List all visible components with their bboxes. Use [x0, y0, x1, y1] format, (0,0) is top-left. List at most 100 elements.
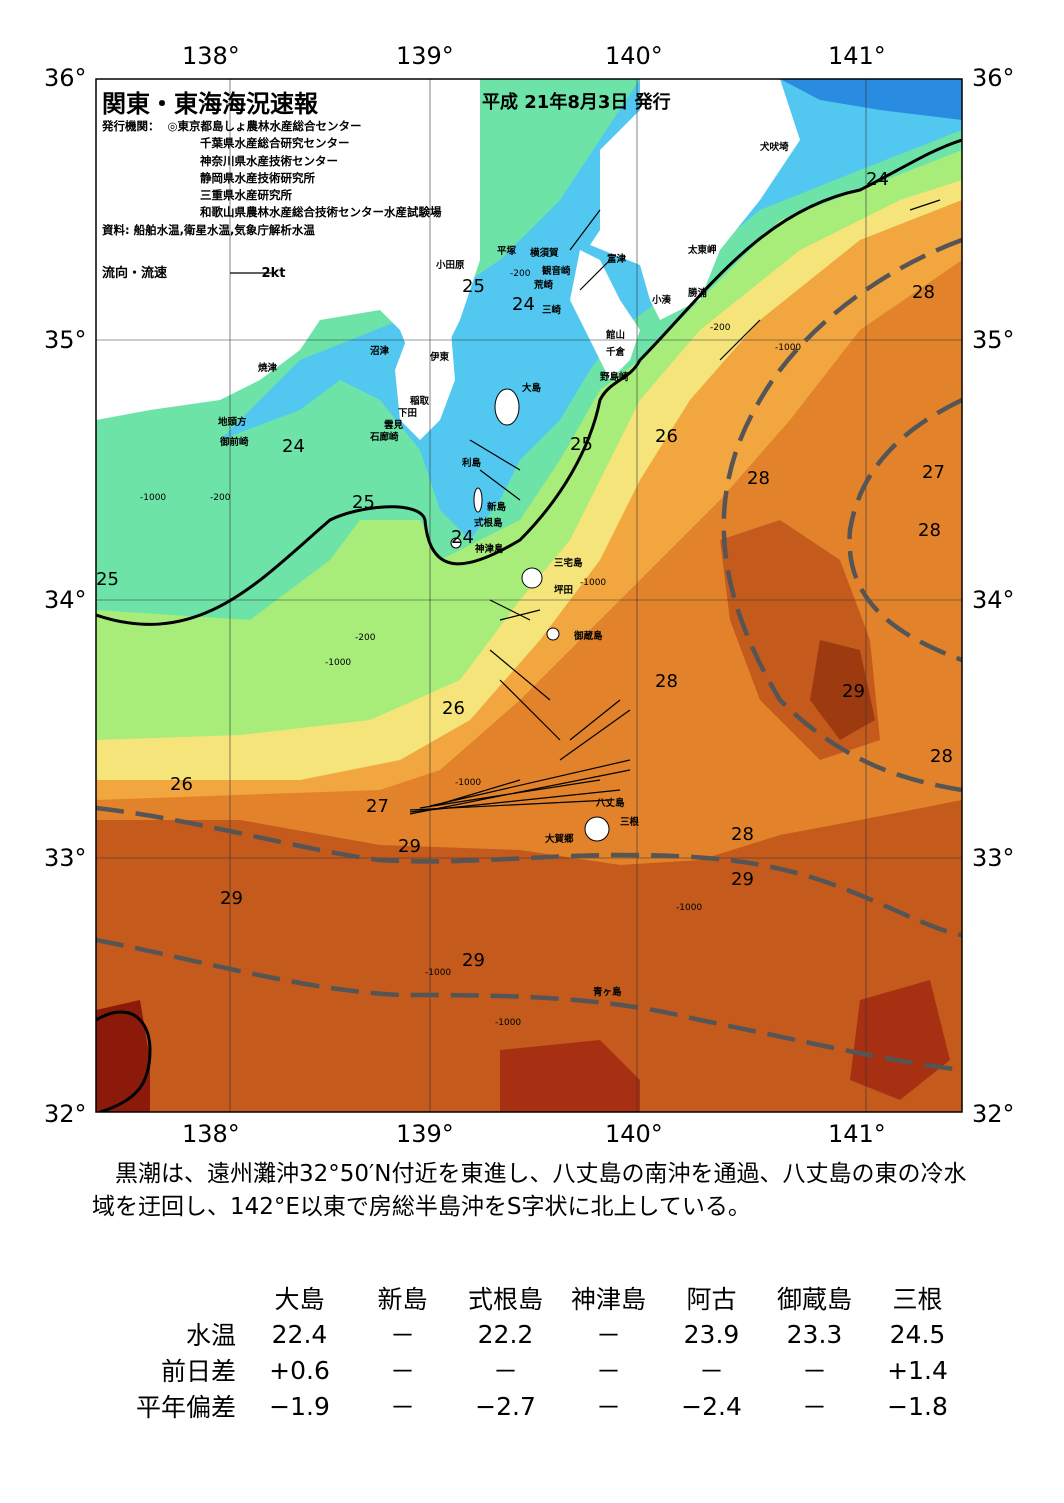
sst-cold-area [780, 79, 962, 120]
lat-label-left: 34° [44, 586, 87, 614]
column-header: 神津島 [570, 1285, 646, 1314]
table-cell: － [595, 1357, 621, 1386]
table-cell: － [698, 1357, 724, 1386]
island-kozu [450, 537, 462, 549]
page-title: 関東・東海海況速報 [102, 90, 318, 118]
lon-label-top: 141° [828, 42, 886, 70]
isotherm-label: 29 [731, 869, 754, 890]
isotherm-label: 26 [655, 426, 678, 447]
row-header: 水温 [185, 1321, 236, 1350]
issuer-name: 神奈川県水産技術センター [200, 153, 338, 168]
place-name: 神津島 [475, 543, 504, 555]
isotherm-label: 26 [170, 774, 193, 795]
isotherm-label: 28 [930, 746, 953, 767]
land-izu [395, 300, 455, 440]
description-text: 黒潮は、遠州灘沖32°50′N付近を東進し、八丈島の南沖を通過、八丈島の東の冷水… [92, 1161, 967, 1220]
table-cell: － [801, 1393, 827, 1422]
lon-label-bottom: 140° [605, 1120, 663, 1148]
place-name: 御蔵島 [573, 630, 603, 642]
isotherm-label: 25 [96, 569, 119, 590]
depth-label: -200 [210, 493, 231, 503]
table-cell: － [389, 1393, 415, 1422]
lat-label-left: 36° [44, 64, 87, 92]
column-header: 阿古 [686, 1285, 737, 1314]
current-legend: 流向・流速 2kt [102, 262, 285, 281]
place-name: 小田原 [435, 259, 465, 271]
place-name: 犬吠埼 [759, 141, 789, 153]
place-name: 坪田 [554, 584, 573, 596]
place-name: 利島 [461, 457, 482, 469]
place-name: 荒崎 [533, 279, 554, 291]
issue-date: 平成 21年8月3日 発行 [482, 92, 671, 113]
legend-label: 流向・流速 [102, 266, 168, 281]
place-name: 勝浦 [688, 287, 708, 299]
land-kanto [96, 79, 800, 320]
isotherm-label: 29 [462, 950, 485, 971]
sst-29-core [810, 640, 875, 740]
issuer-row: 発行機関： ◎東京都島しょ農林水産総合センター [102, 118, 442, 135]
place-name: 三宅島 [554, 557, 583, 569]
place-name: 八丈島 [595, 797, 625, 809]
lon-label-top: 139° [396, 42, 454, 70]
table-cell: +1.4 [887, 1355, 948, 1385]
lon-label-top: 138° [182, 42, 240, 70]
legend-scale: 2kt [261, 266, 286, 281]
place-name: 館山 [605, 329, 625, 341]
table-cell: － [801, 1357, 827, 1386]
isotherm-label: 28 [747, 468, 770, 489]
isotherm-label: 24 [866, 169, 889, 190]
place-name: 三根 [620, 816, 640, 828]
isotherm-label: 27 [366, 796, 389, 817]
sst-30-patch [96, 1000, 150, 1112]
lat-label-right: 32° [972, 1100, 1015, 1128]
kuroshio-axis [96, 237, 962, 1073]
table-cell: 22.4 [271, 1319, 328, 1349]
issuer-name: 静岡県水産技術研究所 [200, 170, 315, 185]
place-name: 青ヶ島 [593, 986, 622, 998]
row-header: 前日差 [160, 1357, 236, 1386]
lat-label-right: 34° [972, 586, 1015, 614]
place-name: 野島崎 [600, 371, 629, 383]
place-name: 雲見 [384, 419, 404, 431]
island-hachijo [584, 816, 610, 842]
place-name: 沼津 [370, 345, 390, 357]
table-cell: −1.9 [269, 1391, 330, 1421]
isotherm-label: 29 [220, 888, 243, 909]
row-header: 平年偏差 [135, 1393, 236, 1422]
issuer-name: 和歌山県農林水産総合技術センター水産試験場 [200, 205, 442, 220]
table-cell: −1.8 [887, 1391, 948, 1421]
place-name: 横須賀 [530, 247, 559, 259]
observation-table: 大島 新島 式根島 神津島 阿古 御蔵島 三根 水温 22.4 － 22.2 －… [96, 1280, 969, 1424]
place-name: 御前崎 [219, 436, 249, 448]
table-cell: － [595, 1321, 621, 1350]
isotherm-label: 29 [842, 681, 865, 702]
depth-label: -1000 [580, 578, 606, 588]
table-cell: −2.4 [681, 1391, 742, 1421]
table-row: 水温 22.4 － 22.2 － 23.9 23.3 24.5 [96, 1316, 969, 1352]
island-miyake [521, 567, 543, 589]
isotherm-30-line [96, 1010, 152, 1112]
column-header: 三根 [892, 1285, 943, 1314]
place-name: 小湊 [651, 294, 672, 306]
lon-label-bottom: 138° [182, 1120, 240, 1148]
lon-label-top: 140° [605, 42, 663, 70]
column-header: 御蔵島 [776, 1285, 852, 1314]
isotherm-label: 24 [282, 436, 305, 457]
table-cell: － [389, 1357, 415, 1386]
place-name: 大島 [522, 382, 542, 394]
lat-label-left: 33° [44, 844, 87, 872]
depth-label: -1000 [140, 493, 166, 503]
place-name: 伊東 [429, 351, 450, 363]
depth-label: -1000 [455, 778, 481, 788]
isotherm-label: 28 [918, 520, 941, 541]
table-cell: 23.9 [683, 1319, 740, 1349]
place-name: 新島 [487, 501, 507, 513]
isotherm-label: 28 [912, 282, 935, 303]
isotherm-label: 29 [398, 836, 421, 857]
sst-warm-patch-se [850, 980, 950, 1100]
depth-label: -1000 [425, 968, 451, 978]
isotherm-label: 25 [462, 276, 485, 297]
isotherm-label: 28 [731, 824, 754, 845]
lat-label-right: 36° [972, 64, 1015, 92]
place-name: 下田 [398, 408, 417, 419]
